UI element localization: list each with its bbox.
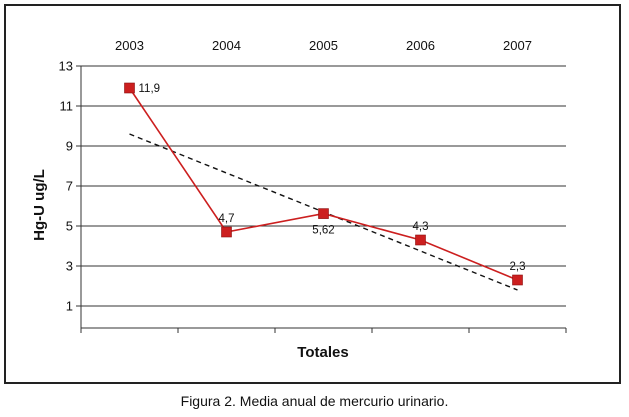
- data-label: 5,62: [312, 225, 334, 237]
- data-label: 11,9: [139, 83, 161, 95]
- data-label: 4,7: [219, 213, 235, 225]
- y-tick-label: 11: [60, 99, 74, 114]
- figure-caption: Figura 2. Media anual de mercurio urinar…: [180, 393, 449, 409]
- y-tick-label: 9: [66, 139, 73, 154]
- x-tick-label: 2004: [212, 38, 241, 53]
- data-point-marker: [318, 208, 329, 219]
- series-lines: [128, 87, 518, 281]
- chart-frame: [4, 4, 621, 384]
- y-axis-label: Hg-U ug/L: [31, 169, 48, 241]
- series-line: [128, 87, 518, 281]
- y-tick-label: 5: [66, 219, 73, 234]
- data-label: 4,3: [413, 221, 429, 233]
- x-tick-label: 2003: [115, 38, 144, 53]
- x-tick-label: 2006: [406, 38, 435, 53]
- x-tick-labels: 2003 2004 2005 2006 2007: [115, 38, 532, 53]
- x-tick-label: 2007: [503, 38, 532, 53]
- y-tick-label: 13: [59, 59, 73, 74]
- y-tick-label: 7: [66, 179, 73, 194]
- data-labels: 11,9 4,7 5,62 4,3 2,3: [139, 83, 526, 273]
- data-point-marker: [512, 274, 523, 286]
- x-axis-label: Totales: [297, 344, 348, 361]
- data-point-marker: [124, 82, 135, 94]
- series-markers: [124, 82, 523, 286]
- x-tick-label: 2005: [309, 38, 338, 53]
- data-label: 2,3: [510, 261, 526, 273]
- axes: [76, 65, 567, 333]
- data-point-marker: [221, 226, 232, 238]
- y-tick-label: 3: [66, 259, 73, 274]
- data-point-marker: [415, 234, 426, 246]
- y-tick-label: 1: [66, 299, 73, 314]
